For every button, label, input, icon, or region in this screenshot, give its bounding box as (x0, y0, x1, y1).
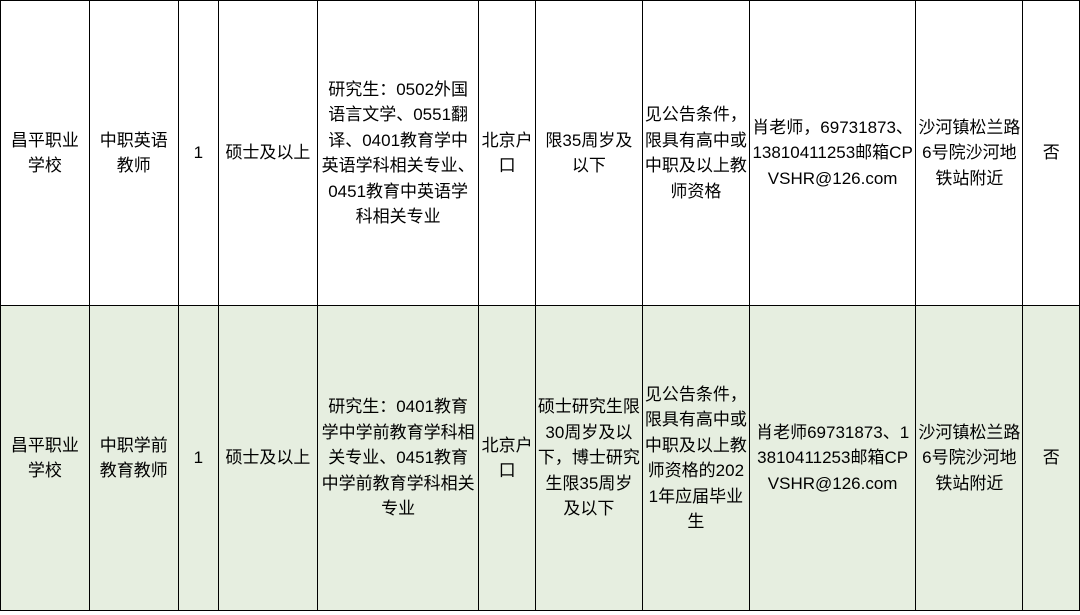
cell-age: 硕士研究生限30周岁及以下，博士研究生限35周岁及以下 (535, 306, 642, 611)
cell-hukou: 北京户口 (479, 306, 536, 611)
cell-flag: 否 (1023, 306, 1080, 611)
cell-major: 研究生：0502外国语言文学、0551翻译、0401教育学中英语学科相关专业、0… (317, 1, 478, 306)
cell-school: 昌平职业学校 (1, 306, 90, 611)
cell-requirement: 见公告条件，限具有高中或中职及以上教师资格 (642, 1, 749, 306)
recruitment-table: 昌平职业学校 中职英语教师 1 硕士及以上 研究生：0502外国语言文学、055… (0, 0, 1080, 611)
cell-address: 沙河镇松兰路6号院沙河地铁站附近 (916, 306, 1023, 611)
cell-degree: 硕士及以上 (218, 306, 317, 611)
cell-flag: 否 (1023, 1, 1080, 306)
cell-requirement: 见公告条件，限具有高中或中职及以上教师资格的2021年应届毕业生 (642, 306, 749, 611)
cell-hukou: 北京户口 (479, 1, 536, 306)
cell-school: 昌平职业学校 (1, 1, 90, 306)
table-row: 昌平职业学校 中职学前教育教师 1 硕士及以上 研究生：0401教育学中学前教育… (1, 306, 1080, 611)
cell-position: 中职学前教育教师 (89, 306, 178, 611)
cell-address: 沙河镇松兰路6号院沙河地铁站附近 (916, 1, 1023, 306)
cell-count: 1 (178, 1, 218, 306)
cell-major: 研究生：0401教育学中学前教育学科相关专业、0451教育中学前教育学科相关专业 (317, 306, 478, 611)
cell-position: 中职英语教师 (89, 1, 178, 306)
cell-contact: 肖老师，69731873、13810411253邮箱CPVSHR@126.com (749, 1, 916, 306)
cell-age: 限35周岁及以下 (535, 1, 642, 306)
table-row: 昌平职业学校 中职英语教师 1 硕士及以上 研究生：0502外国语言文学、055… (1, 1, 1080, 306)
cell-count: 1 (178, 306, 218, 611)
cell-contact: 肖老师69731873、13810411253邮箱CPVSHR@126.com (749, 306, 916, 611)
cell-degree: 硕士及以上 (218, 1, 317, 306)
